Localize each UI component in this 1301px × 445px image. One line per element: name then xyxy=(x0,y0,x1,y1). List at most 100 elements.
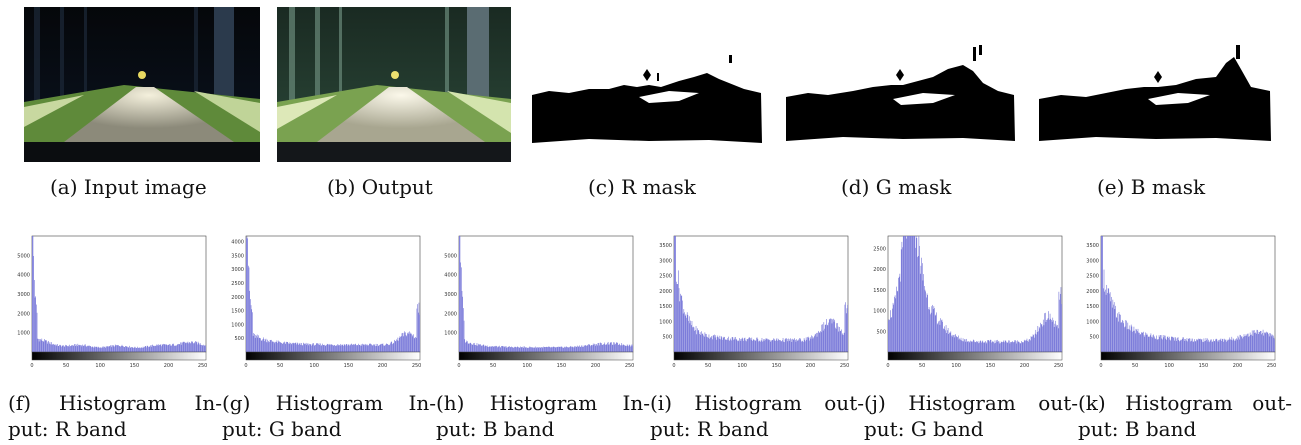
histogram-bar xyxy=(786,338,787,352)
histogram-bar xyxy=(623,344,625,352)
histogram-bar xyxy=(78,345,80,352)
x-tick-label: 100 xyxy=(951,363,961,369)
histogram-bar xyxy=(847,304,848,352)
x-tick-label: 50 xyxy=(705,363,711,369)
y-tick-label: 3500 xyxy=(231,253,244,259)
histogram-bar xyxy=(1162,339,1163,352)
r-mask-image xyxy=(529,7,765,162)
histogram-bar xyxy=(717,335,719,352)
histogram-output-g: 0 50 100 150 200 250 500 1000 1500 2000 2500 xyxy=(866,232,1066,374)
histogram-bar xyxy=(194,342,196,352)
histogram-bar xyxy=(975,342,976,352)
histogram-bar xyxy=(294,342,296,352)
histogram-bar xyxy=(186,342,188,352)
histogram-bar xyxy=(1261,334,1262,352)
histogram-bar xyxy=(765,339,766,352)
histogram-bar xyxy=(486,346,487,352)
histogram-bar xyxy=(359,344,361,352)
histogram-bar xyxy=(807,336,809,352)
histogram-bar xyxy=(116,345,118,352)
histogram-bar xyxy=(388,344,389,352)
histogram-bar xyxy=(1111,307,1113,352)
histogram-bar xyxy=(316,343,318,352)
histogram-bar xyxy=(508,346,510,352)
histogram-bar xyxy=(1244,336,1245,352)
histogram-bar xyxy=(308,345,310,352)
histogram-bar xyxy=(1251,330,1253,352)
histogram-bar xyxy=(1125,320,1127,352)
y-tick-label: 1000 xyxy=(231,322,244,328)
histogram-bar xyxy=(1000,341,1002,352)
histogram-bar xyxy=(104,346,106,352)
histogram-bar xyxy=(595,344,597,352)
histogram-bar xyxy=(1044,313,1045,352)
histogram-bar xyxy=(628,346,629,352)
histogram-bar xyxy=(49,342,51,352)
histogram-bar xyxy=(1034,337,1035,352)
histogram-bar xyxy=(282,343,283,352)
histogram-bar xyxy=(894,296,895,352)
histogram-input-r: 0 50 100 150 200 250 1000 2000 3000 4000 5000 xyxy=(10,232,210,374)
histogram-bar xyxy=(419,314,420,352)
histogram-bar xyxy=(1154,336,1155,352)
histogram-bar xyxy=(535,348,537,352)
histogram-bar xyxy=(797,340,799,352)
histogram-bar xyxy=(744,338,745,352)
histogram-bar xyxy=(249,290,250,352)
histogram-bar xyxy=(751,337,753,352)
histogram-bar xyxy=(745,340,746,352)
histogram-bar xyxy=(307,343,309,352)
histogram-bar xyxy=(475,345,476,352)
histogram-bar xyxy=(804,339,806,352)
histogram-bar xyxy=(550,347,552,352)
histogram-bar xyxy=(331,344,333,352)
histogram-bar xyxy=(698,330,700,352)
histogram-bar xyxy=(769,339,770,352)
histogram-bar xyxy=(409,331,410,352)
histogram-bar xyxy=(523,346,525,352)
histogram-bar xyxy=(38,338,39,352)
histogram-bar xyxy=(516,347,518,352)
histogram-bar xyxy=(1145,332,1146,352)
y-tick-label: 3000 xyxy=(1086,258,1099,264)
histogram-bar xyxy=(1174,340,1175,352)
histogram-bar xyxy=(1164,335,1165,352)
histogram-bar xyxy=(610,342,612,352)
y-tick-label: 1500 xyxy=(659,304,672,310)
histogram-bar xyxy=(366,344,367,352)
histogram-bar xyxy=(562,347,564,352)
histogram-bar xyxy=(684,315,686,352)
histogram-bar xyxy=(1246,335,1248,352)
histogram-bar xyxy=(777,340,778,352)
histogram-bar xyxy=(794,339,796,352)
histogram-bar xyxy=(163,343,164,352)
histogram-bar xyxy=(462,296,463,352)
histogram-bar xyxy=(276,340,278,352)
histogram-bar xyxy=(198,343,200,352)
histogram-bar xyxy=(1268,334,1269,352)
histogram-bar xyxy=(754,340,755,352)
histogram-bar xyxy=(480,345,482,352)
histogram-bar xyxy=(695,330,696,352)
histogram-bar xyxy=(920,265,922,352)
histogram-bar xyxy=(298,344,299,352)
histogram-bar xyxy=(539,347,541,352)
histogram-bar xyxy=(475,345,477,352)
histogram-bar xyxy=(998,341,999,352)
histogram-bar xyxy=(471,344,473,352)
histogram-bar xyxy=(535,346,536,352)
histogram-bar xyxy=(599,342,601,352)
histogram-bar xyxy=(584,345,586,352)
histogram-bar xyxy=(265,339,266,352)
histogram-bar xyxy=(1144,336,1146,352)
histogram-bar xyxy=(1232,340,1233,352)
histogram-bar xyxy=(1230,339,1232,352)
histogram-bar xyxy=(399,336,401,352)
histogram-bar xyxy=(83,345,85,352)
histogram-bar xyxy=(616,342,617,352)
histogram-bar xyxy=(600,342,601,352)
histogram-bar xyxy=(560,346,562,352)
histogram-bar xyxy=(1190,341,1191,352)
histogram-bar xyxy=(615,343,616,352)
histogram-bar xyxy=(1040,324,1042,352)
